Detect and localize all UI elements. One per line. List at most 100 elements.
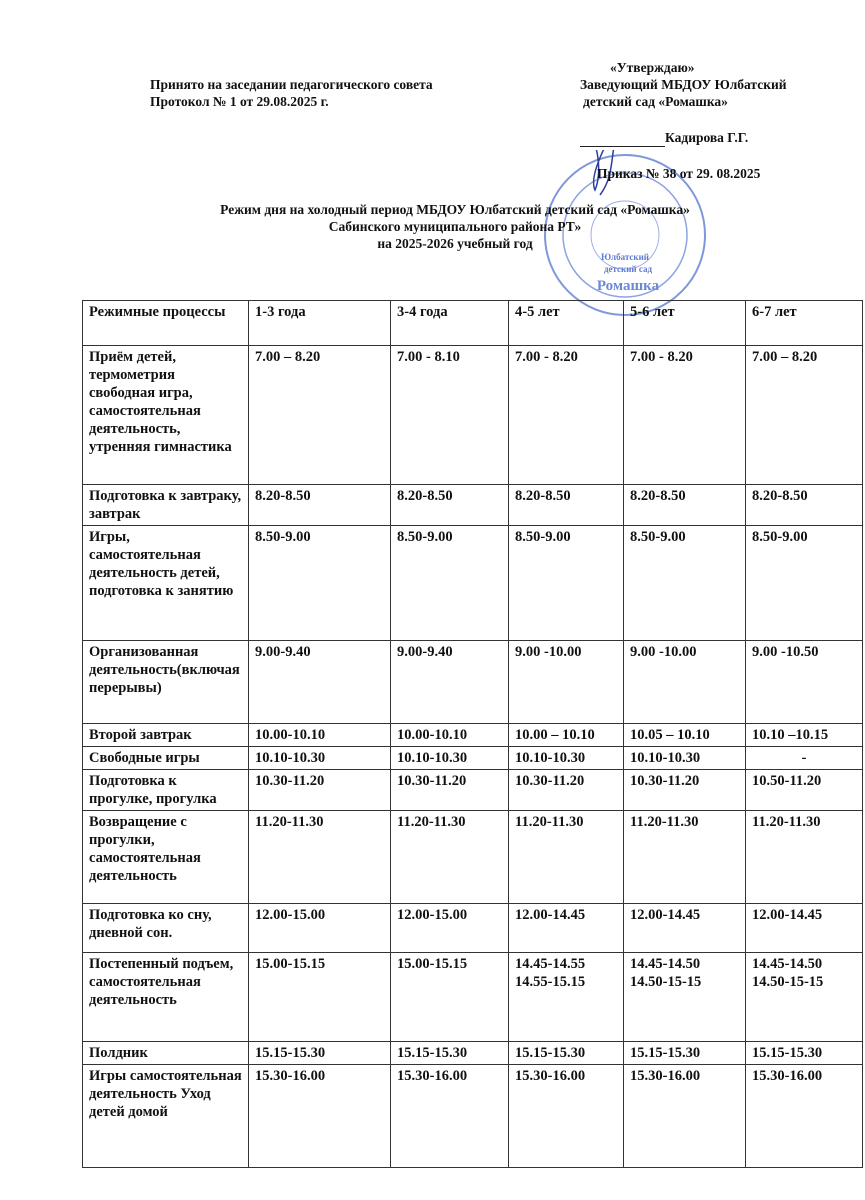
table-row: Свободные игры 10.10-10.30 10.10-10.30 10.1…: [82, 746, 863, 770]
table-row: Постепенный подъем, самостоятельная деят…: [82, 952, 863, 1042]
time-cell: 12.00-14.45: [508, 903, 624, 953]
time-cell: 8.50-9.00: [390, 525, 509, 641]
table-row: Приём детей, термометрия свободная игра,…: [82, 345, 863, 485]
time-cell: 10.05 – 10.10: [623, 723, 746, 747]
time-cell: 15.15-15.30: [248, 1041, 391, 1065]
process-cell: Подготовка ко сну, дневной сон.: [82, 903, 249, 953]
time-cell: 7.00 – 8.20: [745, 345, 863, 485]
time-cell: 12.00-15.00: [390, 903, 509, 953]
time-cell: 14.45-14.50 14.50-15-15: [623, 952, 746, 1042]
time-cell: 10.10-10.30: [390, 746, 509, 770]
time-cell: 10.30-11.20: [248, 769, 391, 811]
table-row: Подготовка к завтраку, завтрак 8.20-8.50 8…: [82, 484, 863, 526]
column-header-age: 1-3 года: [248, 300, 391, 346]
time-cell: 12.00-15.00: [248, 903, 391, 953]
time-cell: 11.20-11.30: [745, 810, 863, 904]
time-cell: 9.00 -10.00: [623, 640, 746, 724]
council-note-line2: Протокол № 1 от 29.08.2025 г.: [150, 94, 329, 109]
approve-label: «Утверждаю»: [610, 60, 695, 75]
schedule-table: Режимные процессы 1-3 года 3-4 года 4-5 лет…: [82, 300, 863, 1168]
time-cell: 15.00-15.15: [248, 952, 391, 1042]
time-cell: 10.30-11.20: [508, 769, 624, 811]
time-cell: 8.50-9.00: [745, 525, 863, 641]
process-cell: Постепенный подъем, самостоятельная деят…: [82, 952, 249, 1042]
column-header-age: 3-4 года: [390, 300, 509, 346]
time-cell: 14.45-14.50 14.50-15-15: [745, 952, 863, 1042]
table-row: Игры самостоятельная деятельность Уход д…: [82, 1064, 863, 1168]
time-cell: 10.00-10.10: [390, 723, 509, 747]
table-row: Возвращение с прогулки, самостоятельная …: [82, 810, 863, 904]
time-cell: 8.20-8.50: [508, 484, 624, 526]
time-cell: 15.30-16.00: [508, 1064, 624, 1168]
time-cell: 7.00 - 8.20: [623, 345, 746, 485]
process-cell: Возвращение с прогулки, самостоятельная …: [82, 810, 249, 904]
process-cell: Подготовка к завтраку, завтрак: [82, 484, 249, 526]
time-cell: 15.30-16.00: [745, 1064, 863, 1168]
approver-position-line2: детский сад «Ромашка»: [583, 94, 728, 109]
process-cell: Игры самостоятельная деятельность Уход д…: [82, 1064, 249, 1168]
time-cell: 10.00 – 10.10: [508, 723, 624, 747]
time-cell: 15.15-15.30: [745, 1041, 863, 1065]
time-cell: 10.10-10.30: [623, 746, 746, 770]
approver-position-line1: Заведующий МБДОУ Юлбатский: [580, 77, 787, 92]
time-cell: 12.00-14.45: [623, 903, 746, 953]
time-cell: 15.00-15.15: [390, 952, 509, 1042]
time-cell: 15.30-16.00: [248, 1064, 391, 1168]
order-number: Приказ № 38 от 29. 08.2025: [597, 166, 761, 181]
time-cell: 8.20-8.50: [248, 484, 391, 526]
time-cell: 15.30-16.00: [390, 1064, 509, 1168]
document-title-line2: Сабинского муниципального района РТ»: [328, 219, 582, 234]
stamp-text: Ромашка: [597, 278, 660, 294]
time-cell: 11.20-11.30: [623, 810, 746, 904]
column-header-age: 6-7 лет: [745, 300, 863, 346]
time-cell: 10.10-10.30: [508, 746, 624, 770]
time-cell: 10.30-11.20: [623, 769, 746, 811]
time-cell: 14.45-14.55 14.55-15.15: [508, 952, 624, 1042]
signature: [592, 150, 615, 196]
time-cell: 10.10 –10.15: [745, 723, 863, 747]
time-cell: 7.00 – 8.20: [248, 345, 391, 485]
signature-line: [580, 146, 665, 147]
time-cell: 8.20-8.50: [745, 484, 863, 526]
time-cell: 10.50-11.20: [745, 769, 863, 811]
process-cell: Игры, самостоятельная деятельность детей…: [82, 525, 249, 641]
time-cell: 15.30-16.00: [623, 1064, 746, 1168]
time-cell: 8.50-9.00: [508, 525, 624, 641]
time-cell: 15.15-15.30: [623, 1041, 746, 1065]
time-cell: 8.50-9.00: [623, 525, 746, 641]
time-cell: 9.00-9.40: [390, 640, 509, 724]
time-cell: 11.20-11.30: [390, 810, 509, 904]
stamp-text: Юлбатский: [601, 252, 649, 262]
time-cell: 9.00-9.40: [248, 640, 391, 724]
column-header-age: 5-6 лет: [623, 300, 746, 346]
time-cell: 15.15-15.30: [508, 1041, 624, 1065]
table-row: Игры, самостоятельная деятельность детей…: [82, 525, 863, 641]
time-cell: 7.00 - 8.20: [508, 345, 624, 485]
time-cell: 12.00-14.45: [745, 903, 863, 953]
column-header-age: 4-5 лет: [508, 300, 624, 346]
table-row: Подготовка ко сну, дневной сон. 12.00-15.…: [82, 903, 863, 953]
time-cell: 11.20-11.30: [508, 810, 624, 904]
time-cell: 9.00 -10.50: [745, 640, 863, 724]
process-cell: Полдник: [82, 1041, 249, 1065]
table-row: Полдник 15.15-15.30 15.15-15.30 15.15-15.30…: [82, 1041, 863, 1065]
process-cell: Свободные игры: [82, 746, 249, 770]
council-note-line1: Принято на заседании педагогического сов…: [150, 77, 433, 92]
process-cell: Второй завтрак: [82, 723, 249, 747]
process-cell: Организованная деятельность(включая пере…: [82, 640, 249, 724]
table-row: Подготовка к прогулке, прогулка 10.30-11.…: [82, 769, 863, 811]
process-cell: Приём детей, термометрия свободная игра,…: [82, 345, 249, 485]
document-title-line3: на 2025-2026 учебный год: [377, 236, 533, 251]
time-cell: 7.00 - 8.10: [390, 345, 509, 485]
process-cell: Подготовка к прогулке, прогулка: [82, 769, 249, 811]
column-header-process: Режимные процессы: [82, 300, 249, 346]
approver-name: Кадирова Г.Г.: [665, 130, 749, 145]
time-cell: 10.30-11.20: [390, 769, 509, 811]
time-cell: 15.15-15.30: [390, 1041, 509, 1065]
table-row: Организованная деятельность(включая пере…: [82, 640, 863, 724]
time-cell: 10.00-10.10: [248, 723, 391, 747]
time-cell: 11.20-11.30: [248, 810, 391, 904]
document-title-line1: Режим дня на холодный период МБДОУ Юлбат…: [220, 202, 690, 217]
stamp-text: детский сад: [604, 264, 652, 274]
time-cell: 8.50-9.00: [248, 525, 391, 641]
